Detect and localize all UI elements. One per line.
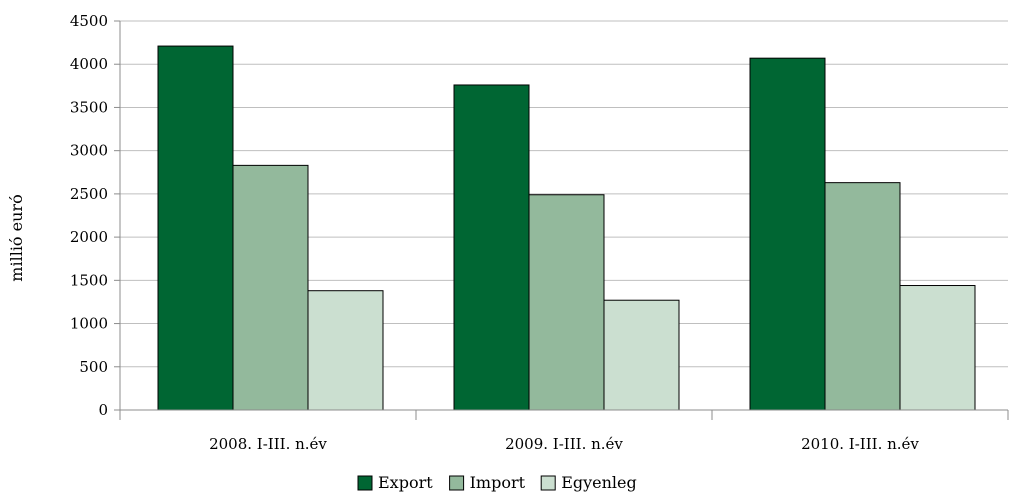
bar-import [232,164,309,411]
bar-export [453,84,530,411]
y-tick-label: 500 [79,358,108,376]
bars [157,45,976,411]
bar-egyenleg [899,285,976,411]
y-tick-label: 0 [98,401,108,419]
y-tick-label: 1000 [70,315,108,333]
bar-import [824,182,901,411]
x-axis-tick-labels: 2008. I-III. n.év 2009. I-III. n.év 2010. … [209,435,919,453]
y-tick-label: 3500 [70,98,108,116]
legend-swatch-egyenleg [540,475,556,491]
legend-label-import: Import [470,473,526,492]
legend-swatch-export [357,475,373,491]
y-tick-label: 4000 [70,55,108,73]
legend-swatch-import [449,475,465,491]
x-tick-label: 2010. I-III. n.év [801,435,919,453]
bar-import [528,194,605,411]
y-tick-label: 2500 [70,185,108,203]
y-tick-label: 1500 [70,271,108,289]
y-tick-label: 2000 [70,228,108,246]
y-axis-tick-labels: 0 500 1000 1500 2000 2500 3000 3500 4000 4500 [70,12,108,419]
y-tick-label: 4500 [70,12,108,30]
bar-egyenleg [307,290,384,411]
legend: Export Import Egyenleg [357,473,637,492]
legend-label-egyenleg: Egyenleg [561,473,637,492]
axes [114,20,1009,420]
legend-label-export: Export [378,473,433,492]
y-tick-label: 3000 [70,142,108,160]
x-tick-label: 2008. I-III. n.év [209,435,327,453]
bar-egyenleg [603,299,680,411]
y-axis-title: millió euró [7,194,26,281]
bar-export [157,45,234,411]
x-tick-label: 2009. I-III. n.év [505,435,623,453]
bar-export [749,57,826,411]
